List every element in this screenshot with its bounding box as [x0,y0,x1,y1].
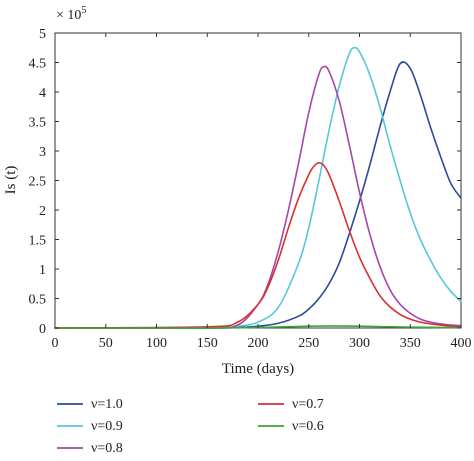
series-line-1 [54,61,462,329]
y-tick-label: 2 [39,204,46,219]
legend: ν=1.0 ν=0.9 ν=0.8 ν=0.7 ν=0.6 [57,397,324,456]
x-axis-label: Time (days) [222,361,294,377]
x-tick-label: 200 [248,336,269,351]
x-tick-label: 50 [99,336,113,351]
legend-label: ν=1.0 [91,397,123,412]
legend-item: ν=0.7 [258,397,324,412]
y-axis-multiplier-base: × 10 [56,8,81,23]
series-line-4 [54,162,462,329]
y-tick-label: 5 [39,27,46,42]
legend-label: ν=0.6 [292,419,324,434]
x-axis-ticks: 0 50 100 150 200 250 300 350 400 [52,33,472,351]
y-axis-multiplier: × 105 [56,5,86,23]
y-tick-label: 2.5 [29,175,47,190]
legend-item: ν=1.0 [57,397,123,412]
x-tick-label: 400 [451,336,472,351]
y-axis-multiplier-exponent: 5 [81,5,86,16]
legend-label: ν=0.9 [91,419,123,434]
y-tick-label: 1.5 [29,234,47,249]
y-tick-label: 1 [39,263,46,278]
series-layer [54,46,462,329]
y-tick-label: 4.5 [29,57,47,72]
y-axis-label: Is (t) [3,166,19,195]
x-tick-label: 250 [298,336,319,351]
y-tick-label: 0.5 [29,293,47,308]
y-tick-label: 3 [39,145,46,160]
legend-label: ν=0.8 [91,441,123,456]
legend-label: ν=0.7 [292,397,324,412]
series-line-2 [54,46,462,329]
x-tick-label: 100 [146,336,167,351]
legend-item: ν=0.8 [57,441,123,456]
series-line-3 [54,65,462,329]
y-tick-label: 4 [39,86,46,101]
x-tick-label: 300 [349,336,370,351]
y-tick-label: 3.5 [29,116,47,131]
legend-item: ν=0.9 [57,419,123,434]
x-tick-label: 0 [52,336,59,351]
y-tick-label: 0 [39,322,46,337]
x-tick-label: 350 [400,336,421,351]
x-tick-label: 150 [197,336,218,351]
y-axis-ticks: 0 0.5 1 1.5 2 2.5 3 3.5 4 4.5 5 [29,27,461,337]
legend-item: ν=0.6 [258,419,324,434]
series-line-5 [54,325,462,329]
